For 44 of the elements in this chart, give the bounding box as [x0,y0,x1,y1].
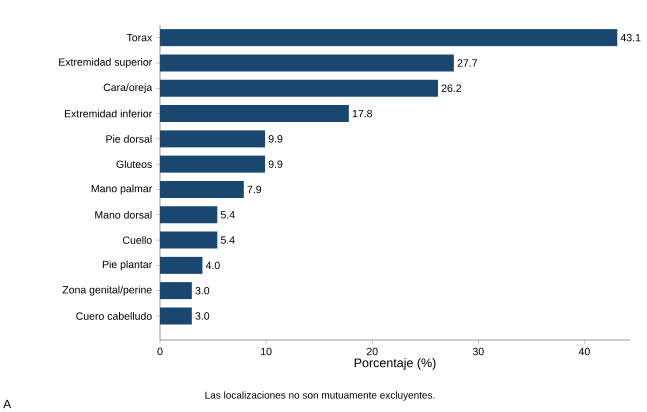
bar [160,282,192,300]
bar [160,232,218,249]
data-label: 3.0 [195,312,210,320]
data-label: 17.8 [352,110,372,118]
bar [160,180,244,198]
y-tick-label: Cuello [122,236,152,244]
data-label: 5.4 [220,211,235,218]
text: A [3,400,12,408]
data-label: 43.1 [620,34,640,42]
data-label: 7.9 [248,186,262,194]
x-tick-label: 30 [472,348,484,356]
bar [160,206,218,224]
bar [160,307,192,324]
y-tick-label: Zona genital/perine [62,286,152,296]
y-tick-label: Mano palmar [92,184,152,194]
x-tick-label: 0 [157,348,163,356]
data-label: 26.2 [442,84,462,92]
bar [160,29,618,46]
y-tick-label: Extremidad inferior [64,110,152,118]
bar [160,156,266,173]
bar [160,130,266,148]
x-axis-title: Porcentaje (%) [354,358,436,370]
bar [160,80,438,97]
data-label: 9.9 [268,135,282,143]
data-label: 3.0 [195,286,210,294]
data-label: 27.7 [458,59,477,67]
data-label: 5.4 [220,236,235,244]
data-label: 9.9 [268,160,282,168]
y-tick-label: Cuero cabelludo [76,312,152,320]
y-tick-label: Pie plantar [102,260,152,270]
data-label: 4.0 [206,262,220,270]
y-tick-label: Mano dorsal [95,210,152,219]
y-tick-label: Torax [126,34,152,42]
y-tick-label: Cara/oreja [104,83,152,94]
x-tick-label: 40 [578,348,590,356]
text: Las localizaciones no son mutuamente excluyentes. [205,391,434,401]
bar [160,54,454,72]
y-tick-label: Gluteos [116,160,152,168]
y-tick-label: Extremidad superior [59,58,152,68]
y-tick-label: Pie dorsal [106,135,152,143]
bar [160,105,349,122]
bar [160,256,202,274]
x-tick-label: 20 [366,348,378,356]
x-tick-label: 10 [261,348,272,356]
